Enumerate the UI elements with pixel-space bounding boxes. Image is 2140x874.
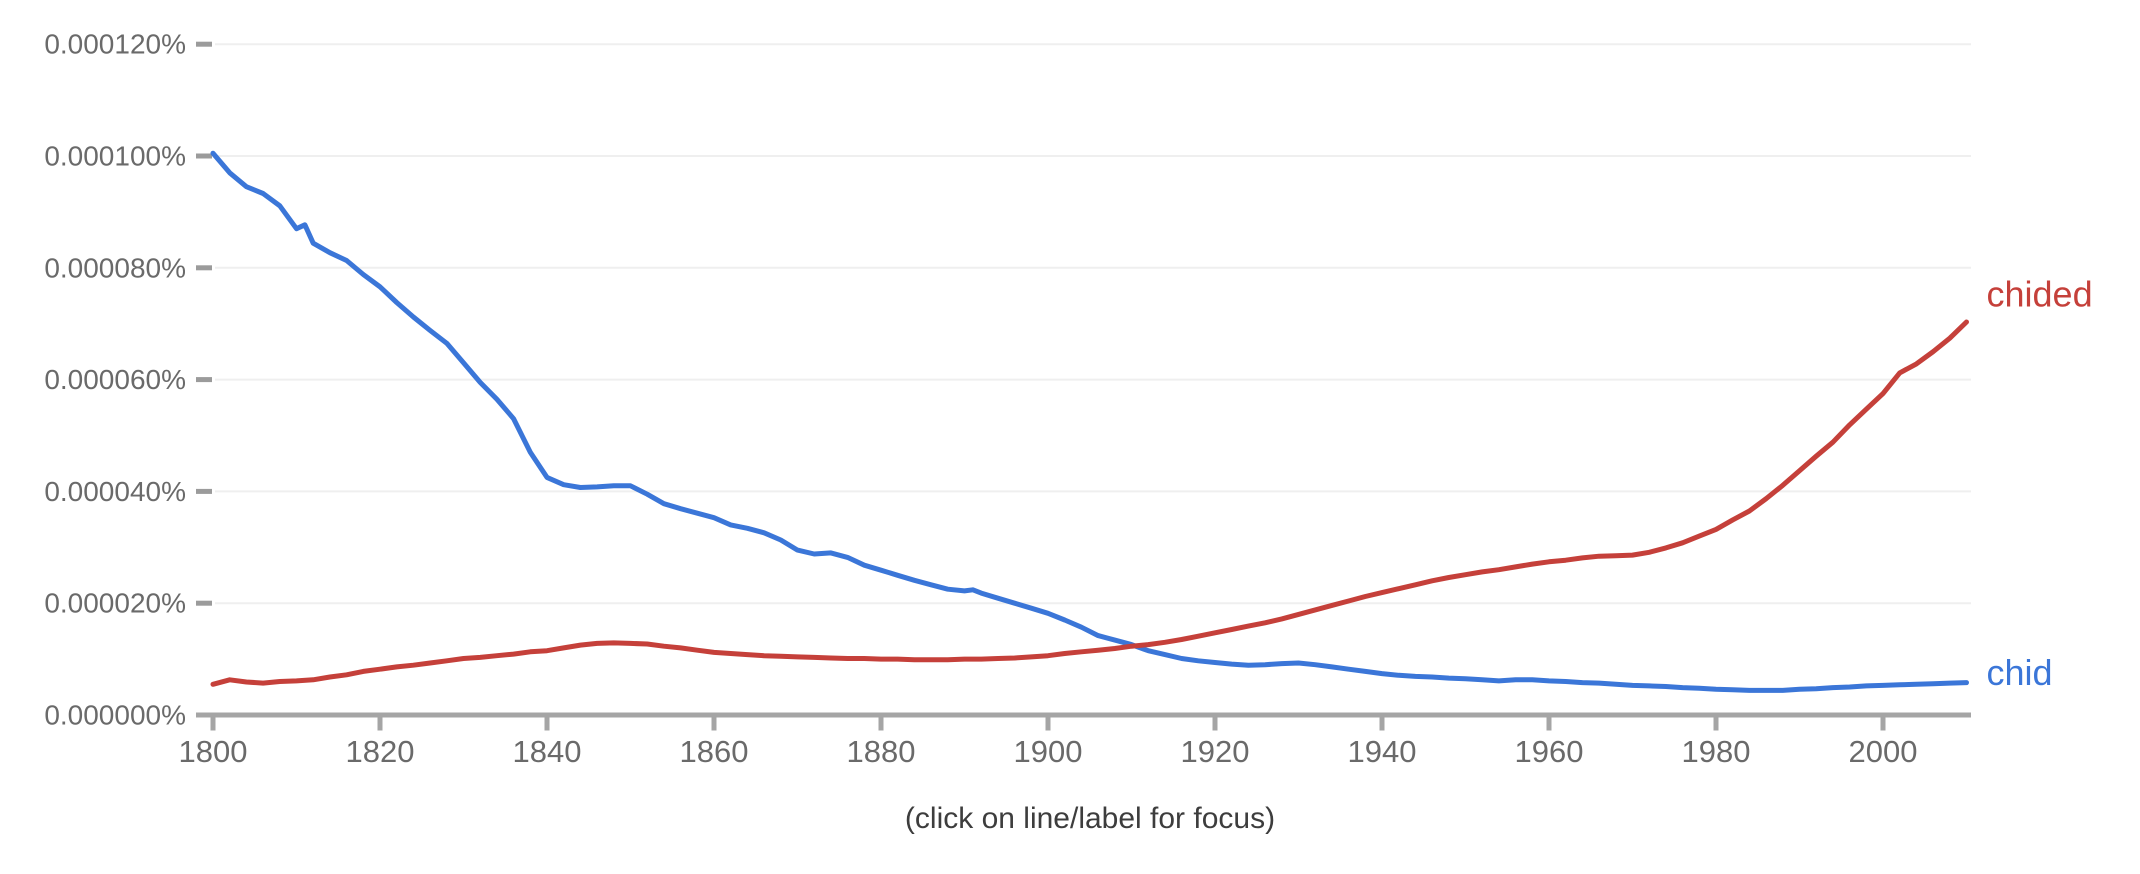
x-axis-tick-label: 1820 <box>346 734 415 769</box>
y-tick-dash <box>196 41 212 47</box>
x-axis-tick-label: 1920 <box>1181 734 1250 769</box>
y-tick-dash <box>196 600 212 606</box>
y-axis-tick-label: 0.000020% <box>44 588 186 619</box>
series-line-chided[interactable] <box>210 319 1969 687</box>
x-axis-tick-label: 1840 <box>513 734 582 769</box>
x-axis-tick <box>878 717 884 731</box>
x-axis-tick-label: 1900 <box>1014 734 1083 769</box>
x-axis-tick-label: 1960 <box>1515 734 1584 769</box>
y-axis-tick-label: 0.000100% <box>44 141 186 172</box>
focus-hint-text: (click on line/label for focus) <box>904 802 1276 835</box>
x-axis-tick <box>1546 717 1552 731</box>
y-axis-tick-label: 0.000000% <box>44 700 186 731</box>
y-tick-dash <box>196 153 212 159</box>
x-axis-tick-label: 1880 <box>847 734 916 769</box>
x-axis-tick <box>210 717 216 731</box>
y-axis-tick-label: 0.000060% <box>44 364 186 395</box>
x-axis-tick-label: 1940 <box>1348 734 1417 769</box>
x-axis-tick <box>1045 717 1051 731</box>
y-axis-tick-label: 0.000080% <box>44 252 186 283</box>
series-line-chid[interactable] <box>210 150 1969 693</box>
x-axis-tick <box>377 717 383 731</box>
y-axis-tick-label: 0.000040% <box>44 476 186 507</box>
x-axis-line <box>196 712 1971 718</box>
x-axis-tick <box>1379 717 1385 731</box>
y-tick-dash <box>196 488 212 494</box>
x-axis-tick-label: 1800 <box>179 734 248 769</box>
x-axis-tick <box>544 717 550 731</box>
y-axis-tick-label: 0.000120% <box>44 29 186 60</box>
x-axis-tick <box>1880 717 1886 731</box>
y-tick-dash <box>196 265 212 271</box>
x-axis-tick-label: 1980 <box>1682 734 1751 769</box>
series-label-chid[interactable]: chid <box>1987 652 2053 693</box>
x-axis-tick <box>1713 717 1719 731</box>
x-axis-tick-label: 1860 <box>680 734 749 769</box>
x-axis-tick-label: 2000 <box>1849 734 1918 769</box>
y-tick-dash <box>196 377 212 383</box>
x-axis-tick <box>1212 717 1218 731</box>
series-label-chided[interactable]: chided <box>1987 274 2093 315</box>
x-axis-tick <box>711 717 717 731</box>
